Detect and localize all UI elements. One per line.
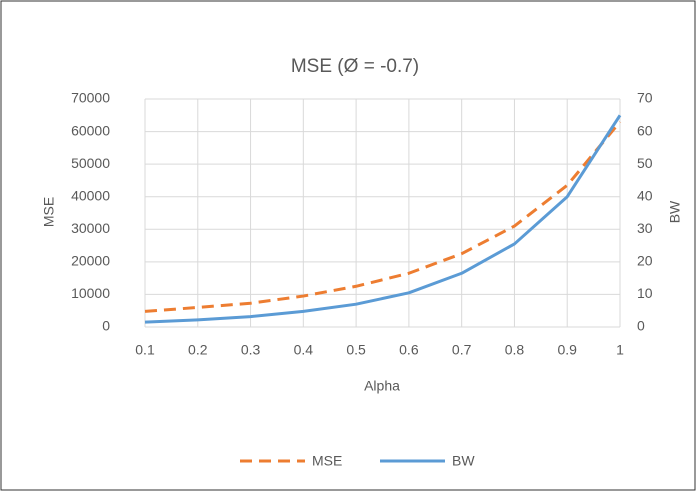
x-tick-label: 0.7 <box>452 342 472 358</box>
y-tick-label: 30000 <box>71 220 110 236</box>
x-tick-label: 0.1 <box>135 342 155 358</box>
x-tick-label: 0.8 <box>505 342 525 358</box>
x-axis-label: Alpha <box>364 378 400 394</box>
y-tick-label: 60000 <box>71 122 110 138</box>
y-tick-label: 40000 <box>71 187 110 203</box>
y2-tick-label: 40 <box>637 187 653 203</box>
y2-axis-label: BW <box>667 200 683 223</box>
chart-title: MSE (Ø = -0.7) <box>291 56 419 77</box>
y-axis-label: MSE <box>41 197 57 227</box>
y2-tick-label: 0 <box>637 318 645 334</box>
y-tick-label: 20000 <box>71 253 110 269</box>
y2-tick-label: 60 <box>637 122 653 138</box>
y-tick-label: 10000 <box>71 285 110 301</box>
series-line <box>144 114 622 324</box>
y-tick-label: 0 <box>102 318 110 334</box>
y2-tick-label: 10 <box>637 285 653 301</box>
x-tick-label: 0.5 <box>346 342 366 358</box>
y2-tick-label: 70 <box>637 90 653 106</box>
y2-tick-label: 30 <box>637 220 653 236</box>
legend-label: MSE <box>312 453 342 469</box>
y-tick-label: 70000 <box>71 90 110 106</box>
x-tick-label: 0.3 <box>241 342 261 358</box>
y2-tick-label: 20 <box>637 253 653 269</box>
x-tick-label: 0.9 <box>557 342 577 358</box>
series-line <box>144 120 622 313</box>
x-tick-label: 1 <box>616 342 624 358</box>
x-tick-label: 0.4 <box>294 342 314 358</box>
legend-label: BW <box>452 453 475 469</box>
x-tick-label: 0.2 <box>188 342 208 358</box>
y2-tick-label: 50 <box>637 155 653 171</box>
x-tick-label: 0.6 <box>399 342 419 358</box>
y-tick-label: 50000 <box>71 155 110 171</box>
